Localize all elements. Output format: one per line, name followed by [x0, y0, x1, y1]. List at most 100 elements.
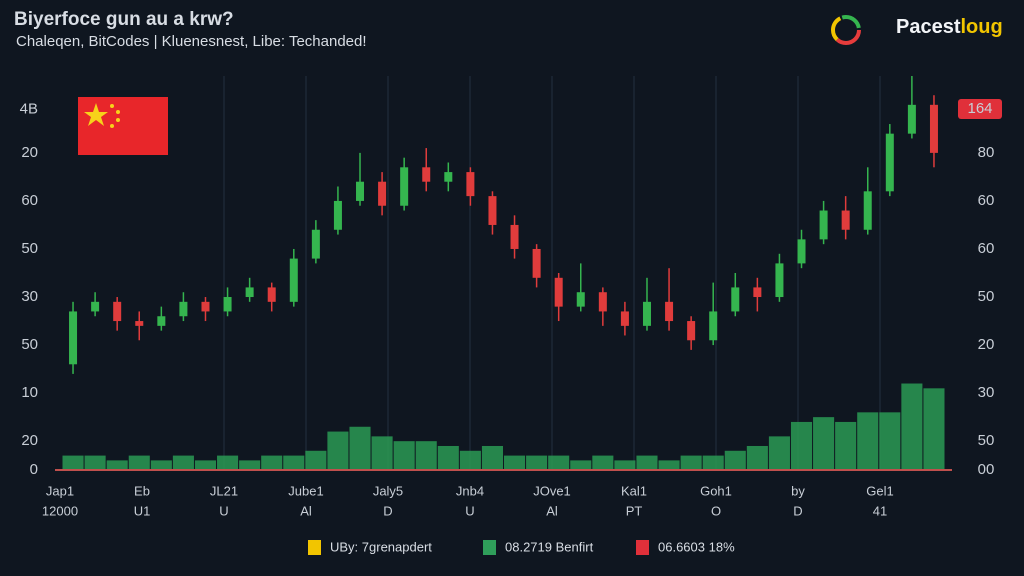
volume-bar — [835, 421, 857, 470]
candle-body — [753, 287, 762, 298]
volume-bar — [724, 450, 746, 470]
volume-bar — [172, 455, 194, 470]
y2-tick-label: 50 — [978, 432, 995, 449]
price-badge — [958, 99, 1002, 119]
candle-body — [245, 287, 254, 298]
x-tick-label: JOve1 — [533, 483, 571, 498]
candle-body — [731, 287, 740, 312]
brand-part: loug — [961, 16, 1003, 38]
candle-body — [907, 104, 916, 134]
chart-title: Biyerfoce gun au a krw? — [14, 9, 234, 30]
y-tick-label: 0 — [30, 461, 38, 478]
x-tick-label: by — [791, 483, 805, 498]
candle-body — [687, 321, 696, 341]
y2-tick-label: 80 — [978, 144, 995, 161]
x-tick-label: 41 — [873, 503, 887, 518]
volume-bar — [901, 383, 923, 470]
candle-body — [91, 301, 100, 312]
x-tick-label: Kal1 — [621, 483, 647, 498]
candle-body — [775, 263, 784, 298]
x-tick-label: PT — [626, 503, 643, 518]
x-tick-label: Goh1 — [700, 483, 732, 498]
candle-body — [885, 133, 894, 192]
volume-bar — [658, 460, 680, 470]
legend-swatch — [483, 540, 496, 555]
candle-body — [841, 210, 850, 230]
candle-body — [356, 181, 365, 201]
candle-body — [444, 172, 453, 182]
volume-bar — [415, 441, 437, 470]
x-tick-label: Jaly5 — [373, 483, 403, 498]
candle-body — [819, 210, 828, 240]
x-tick-label: Gel1 — [866, 483, 893, 498]
candle-body — [709, 311, 718, 341]
volume-bar — [879, 412, 901, 470]
volume-bar — [393, 441, 415, 470]
volume-bar — [459, 450, 481, 470]
x-tick-label: U — [219, 503, 228, 518]
x-tick-label: Jap1 — [46, 483, 74, 498]
y-tick-label: 30 — [21, 288, 38, 305]
volume-bar — [504, 455, 526, 470]
y-tick-label: 60 — [21, 192, 38, 209]
candle-body — [620, 311, 629, 326]
x-tick-label: Eb — [134, 483, 150, 498]
x-tick-label: Jnb4 — [456, 483, 484, 498]
volume-bar — [746, 445, 768, 470]
candle-body — [113, 301, 122, 322]
x-tick-label: U1 — [134, 503, 151, 518]
volume-bar — [768, 436, 790, 470]
x-tick-label: D — [793, 503, 802, 518]
volume-bar — [813, 417, 835, 470]
volume-bar — [570, 460, 592, 470]
x-tick-label: JL21 — [210, 483, 238, 498]
y2-tick-label: 60 — [978, 192, 995, 209]
candle-body — [378, 181, 387, 206]
brand-part: Pacest — [896, 16, 961, 38]
candle-body — [400, 167, 409, 206]
candle-body — [576, 292, 585, 307]
volume-bar — [857, 412, 879, 470]
y2-tick-label: 20 — [978, 336, 995, 353]
candle-body — [488, 196, 497, 225]
candle-body — [797, 239, 806, 264]
legend-label: UBy: 7grenapdert — [330, 539, 432, 554]
y-tick-label: 4B — [20, 101, 38, 118]
candle-body — [311, 229, 320, 259]
candle-body — [863, 191, 872, 230]
y-tick-label: 10 — [21, 384, 38, 401]
volume-bar — [84, 455, 106, 470]
volume-bar — [305, 450, 327, 470]
candle-body — [201, 301, 210, 312]
y-tick-label: 50 — [21, 336, 38, 353]
legend-swatch — [308, 540, 321, 555]
volume-bar — [128, 455, 150, 470]
chart-subtitle: Chaleqen, BitCodes | Kluenesnest, Libe: … — [16, 33, 367, 50]
volume-bar — [923, 388, 945, 470]
x-tick-label: Al — [300, 503, 312, 518]
y2-tick-label: 60 — [978, 240, 995, 257]
volume-bar — [437, 445, 459, 470]
volume-bar — [790, 421, 813, 470]
volume-bar — [283, 455, 305, 470]
volume-bar — [636, 455, 658, 470]
legend-label: 08.2719 Benfirt — [505, 539, 594, 554]
y-tick-label: 20 — [21, 144, 38, 161]
candle-body — [157, 316, 166, 326]
x-tick-label: 12000 — [42, 503, 78, 518]
y2-tick-label: 164 — [967, 100, 992, 117]
candle-body — [665, 301, 674, 322]
candle-body — [333, 200, 342, 230]
volume-bar — [150, 460, 172, 470]
legend-swatch — [636, 540, 649, 555]
volume-bar — [371, 436, 393, 470]
candle-body — [598, 292, 607, 312]
candle-body — [422, 167, 431, 182]
candle-body — [289, 258, 298, 302]
y2-tick-label: 50 — [978, 288, 995, 305]
candle-body — [69, 311, 78, 365]
volume-bar — [702, 455, 724, 470]
volume-bar — [614, 460, 636, 470]
volume-bar — [548, 455, 570, 470]
